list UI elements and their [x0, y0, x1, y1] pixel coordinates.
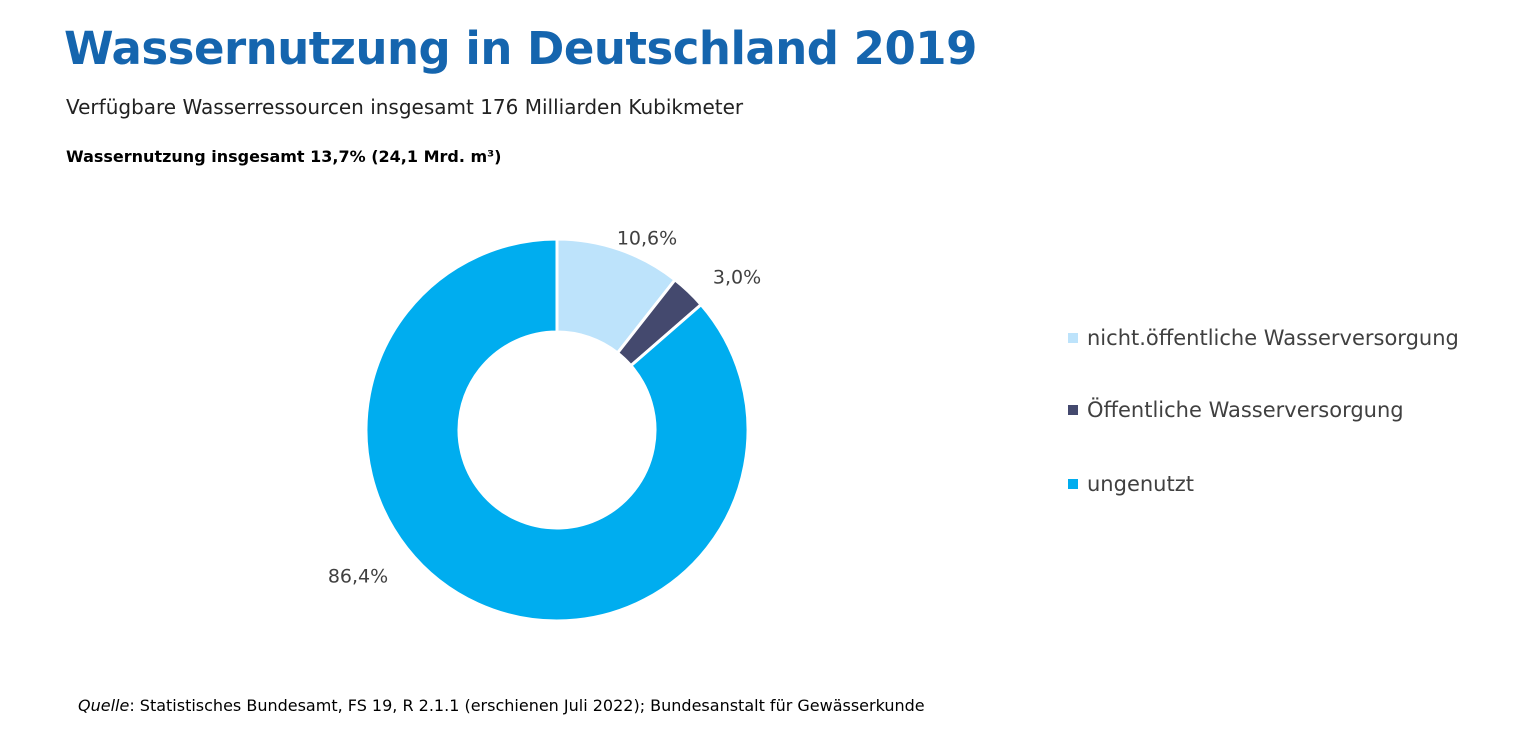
legend-swatch-oeffentlich — [1068, 405, 1078, 415]
donut-slice-ungenutzt — [364, 237, 750, 623]
legend-label-oeffentlich: Öffentliche Wasserversorgung — [1087, 398, 1404, 422]
chart-title: Wassernutzung in Deutschland 2019 — [64, 22, 977, 75]
data-label-ungenutzt: 86,4% — [328, 566, 388, 588]
legend-item-ungenutzt: ungenutzt — [1068, 472, 1194, 496]
legend-label-ungenutzt: ungenutzt — [1087, 472, 1194, 496]
source-note: Quelle: Statistisches Bundesamt, FS 19, … — [78, 696, 925, 715]
chart-subtitle: Verfügbare Wasserressourcen insgesamt 17… — [66, 95, 744, 119]
legend-swatch-nicht-oeffentlich — [1068, 333, 1078, 343]
legend-swatch-ungenutzt — [1068, 479, 1078, 489]
usage-total-heading: Wassernutzung insgesamt 13,7% (24,1 Mrd.… — [66, 147, 502, 166]
data-label-nicht-oeffentlich: 10,6% — [617, 228, 677, 250]
legend-label-nicht-oeffentlich: nicht.öffentliche Wasserversorgung — [1087, 326, 1459, 350]
source-text: : Statistisches Bundesamt, FS 19, R 2.1.… — [129, 696, 925, 715]
data-label-oeffentlich: 3,0% — [713, 267, 761, 289]
source-label: Quelle — [78, 696, 130, 715]
legend-item-nicht-oeffentlich: nicht.öffentliche Wasserversorgung — [1068, 326, 1459, 350]
legend-item-oeffentlich: Öffentliche Wasserversorgung — [1068, 398, 1404, 422]
